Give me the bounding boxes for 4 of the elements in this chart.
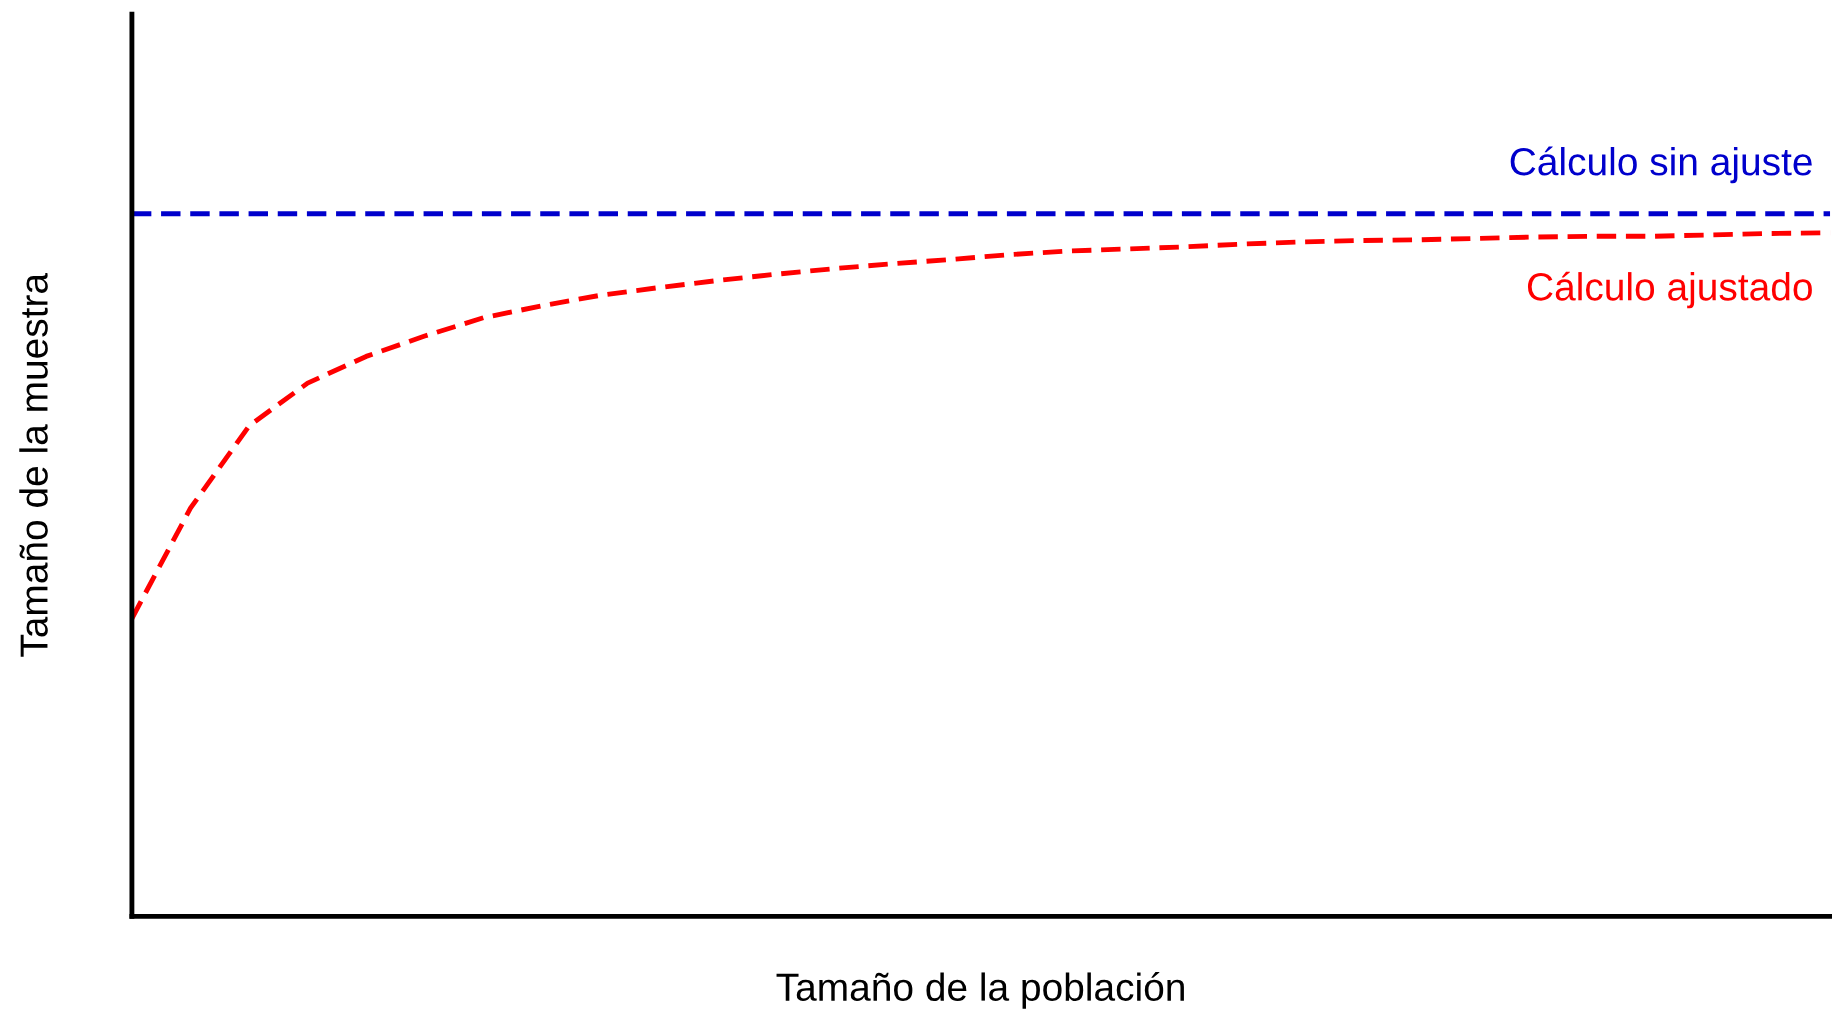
x-axis-title: Tamaño de la población: [776, 971, 1184, 1009]
series-label: Cálculo ajustado: [1527, 271, 1812, 309]
y-axis-title: Tamaño de la muestra: [19, 272, 48, 657]
series-label: Cálculo sin ajuste: [1510, 146, 1812, 184]
